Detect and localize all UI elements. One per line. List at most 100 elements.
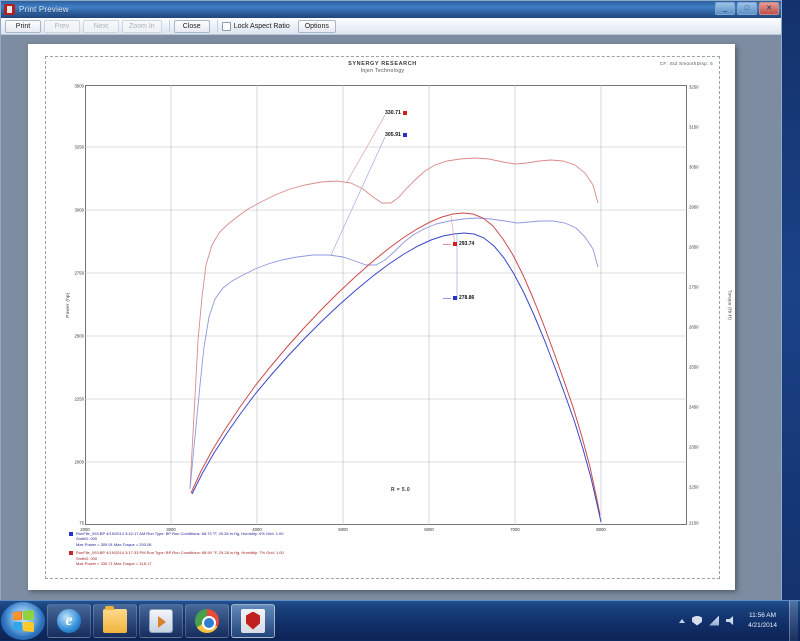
run-line-3: Max Power = 305.91 Max Torque = 293.06 bbox=[76, 541, 152, 547]
y-axis-right-tick: 2650 bbox=[689, 324, 699, 330]
y-axis-left-tick: 3000 bbox=[74, 207, 84, 213]
action-center-icon[interactable] bbox=[692, 615, 703, 626]
preview-scroll-area[interactable]: SYNERGY RESEARCH Injen Technology CF: St… bbox=[1, 35, 781, 600]
y-axis-right-tick: 2250 bbox=[689, 484, 699, 490]
windows-logo-icon bbox=[13, 609, 34, 632]
network-icon[interactable] bbox=[709, 615, 720, 626]
x-axis-tick: 2000 bbox=[80, 527, 90, 532]
volume-icon[interactable] bbox=[726, 616, 734, 625]
preview-page: SYNERGY RESEARCH Injen Technology CF: St… bbox=[28, 44, 735, 590]
next-page-button[interactable]: Next bbox=[83, 19, 119, 33]
power-curve-red bbox=[190, 212, 601, 516]
zoom-in-button[interactable]: Zoom In bbox=[122, 19, 162, 33]
app-icon bbox=[4, 4, 15, 15]
folder-icon bbox=[103, 605, 127, 633]
prev-page-button[interactable]: Prev bbox=[44, 19, 80, 33]
y-axis-right-tick: 3150 bbox=[689, 124, 699, 130]
x-axis-tick: 7000 bbox=[510, 527, 520, 532]
power-curve-blue bbox=[191, 232, 602, 523]
lock-aspect-ratio-checkbox[interactable]: Lock Aspect Ratio bbox=[221, 21, 290, 31]
internet-explorer-icon bbox=[57, 608, 81, 633]
grid-lines bbox=[85, 85, 687, 525]
start-button[interactable] bbox=[1, 601, 45, 640]
close-button[interactable]: ✕ bbox=[759, 2, 779, 15]
media-player-icon bbox=[149, 608, 173, 633]
marker-red bbox=[453, 242, 457, 246]
y-axis-right-tick: 2550 bbox=[689, 364, 699, 370]
y-axis-right-tick: 3250 bbox=[689, 84, 699, 90]
annotation-tail-red: 293.74 bbox=[443, 241, 474, 247]
y-axis-right-tick: 2750 bbox=[689, 284, 699, 290]
maximize-button[interactable]: □ bbox=[737, 2, 757, 15]
x-axis-tick: 5000 bbox=[338, 527, 348, 532]
window-title-bar[interactable]: Print Preview _ □ ✕ bbox=[1, 1, 781, 18]
print-preview-window: Print Preview _ □ ✕ Print Prev Next Zoom… bbox=[0, 0, 782, 618]
chart-canvas bbox=[85, 85, 687, 525]
clock-time: 11:56 AM bbox=[749, 611, 777, 619]
chart-subtitle: Injen Technology bbox=[360, 68, 405, 74]
show-desktop-button[interactable] bbox=[789, 600, 798, 641]
x-axis-tick: 4000 bbox=[252, 527, 262, 532]
run-line-1: RunFile_093.BP 4/19/2014 3:42:17 AM Run … bbox=[76, 531, 284, 536]
torque-curve-red bbox=[189, 157, 599, 489]
run-swatch-red bbox=[69, 551, 73, 556]
plot-frame bbox=[85, 85, 687, 525]
chart-corner-note: CF: Std SmoothDisp: 5 bbox=[659, 61, 713, 66]
run-line-2: SmthD: 000 bbox=[76, 536, 98, 542]
dyno-app-icon bbox=[241, 608, 265, 633]
close-preview-button[interactable]: Close bbox=[173, 19, 210, 33]
y-axis-right-tick: 2950 bbox=[689, 204, 699, 210]
window-title: Print Preview bbox=[19, 5, 69, 14]
run-swatch-blue bbox=[69, 532, 73, 536]
toolbar-separator bbox=[168, 20, 170, 32]
taskbar-item-internet-explorer[interactable] bbox=[47, 603, 91, 638]
taskbar: 11:56 AM 4/21/2014 bbox=[0, 600, 800, 641]
y-axis-left-tick: 3250 bbox=[74, 144, 84, 150]
x-axis-tick: 8000 bbox=[596, 527, 606, 532]
run-line-3: Max Power = 330.71 Max Torque = 318.17 bbox=[76, 560, 152, 566]
taskbar-item-windows-explorer[interactable] bbox=[93, 603, 137, 638]
run-line-2: SmthD: 000 bbox=[76, 555, 98, 561]
run-info-block: RunFile_093.BP 4/19/2014 3:42:17 AM Run … bbox=[69, 531, 709, 547]
y-axis-right-tick: 3050 bbox=[689, 164, 699, 170]
y-axis-right-tick: 2350 bbox=[689, 444, 699, 450]
checkbox-box bbox=[221, 21, 231, 31]
y-axis-left-tick: 2750 bbox=[74, 270, 84, 276]
minimize-button[interactable]: _ bbox=[715, 2, 735, 15]
smoothing-note: R = 5.0 bbox=[391, 487, 411, 493]
lock-aspect-ratio-label: Lock Aspect Ratio bbox=[233, 22, 290, 30]
clock-date: 4/21/2014 bbox=[748, 621, 777, 629]
y-axis-left-tick: 75 bbox=[79, 520, 84, 526]
chrome-icon bbox=[195, 608, 219, 633]
taskbar-item-media-player[interactable] bbox=[139, 603, 183, 638]
x-axis-tick: 3000 bbox=[166, 527, 176, 532]
taskbar-item-google-chrome[interactable] bbox=[185, 603, 229, 638]
dyno-chart-plot: 3500 3250 3000 2750 2500 2250 2000 75 32… bbox=[65, 84, 732, 533]
run-line-1: RunFile_093.BP 4/19/2014 3:17:33 PM Run … bbox=[76, 550, 284, 556]
y-axis-right-title: Torque (lb-ft) bbox=[727, 289, 733, 321]
run-info-footer: RunFile_093.BP 4/19/2014 3:42:17 AM Run … bbox=[69, 531, 709, 569]
page-print-region: SYNERGY RESEARCH Injen Technology CF: St… bbox=[45, 56, 733, 579]
y-axis-right-tick: 2850 bbox=[689, 244, 699, 250]
options-button[interactable]: Options bbox=[297, 19, 336, 33]
y-axis-left-tick: 2250 bbox=[74, 396, 84, 402]
annotation-peak-blue: 305.91 bbox=[385, 132, 407, 138]
print-button[interactable]: Print bbox=[5, 19, 41, 33]
toolbar: Print Prev Next Zoom In Close Lock Aspec… bbox=[1, 18, 781, 35]
toolbar-separator-2 bbox=[216, 20, 218, 32]
y-axis-left-tick: 3500 bbox=[74, 83, 84, 89]
torque-curve-blue bbox=[189, 217, 599, 490]
marker-blue bbox=[402, 133, 407, 137]
annotation-tail-blue: 278.86 bbox=[443, 295, 474, 301]
annotation-peak-red: 330.71 bbox=[385, 110, 407, 116]
y-axis-left-title: Power (hp) bbox=[65, 292, 71, 318]
clock[interactable]: 11:56 AM 4/21/2014 bbox=[743, 611, 782, 631]
x-axis-tick: 6000 bbox=[424, 527, 434, 532]
taskbar-item-dyno-app[interactable] bbox=[231, 603, 275, 638]
show-hidden-icons-icon[interactable] bbox=[679, 618, 686, 623]
annotation-leaders bbox=[330, 114, 458, 299]
chart-title: SYNERGY RESEARCH bbox=[348, 61, 417, 67]
window-controls: _ □ ✕ bbox=[715, 2, 779, 15]
y-axis-left-tick: 2500 bbox=[74, 333, 84, 339]
